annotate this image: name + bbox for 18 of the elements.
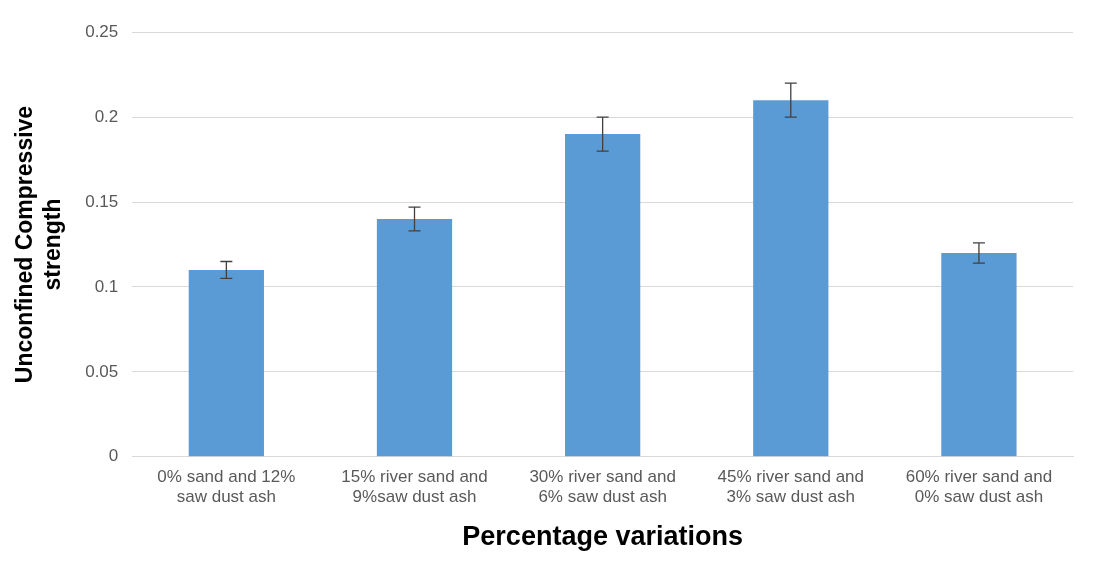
bar: [753, 100, 829, 457]
y-tick-label: 0.15: [85, 191, 119, 211]
y-tick-label: 0.25: [85, 21, 119, 41]
bar: [376, 219, 453, 457]
x-axis-title: Percentage variations: [462, 521, 743, 552]
x-tick-label: 45% river sand and 3% saw dust ash: [717, 466, 865, 507]
x-tick-label: 60% river sand and 0% saw dust ash: [905, 466, 1053, 507]
x-tick-label: 15% river sand and 9%saw dust ash: [341, 466, 488, 507]
x-tick-label: 0% sand and 12% saw dust ash: [157, 466, 296, 507]
x-tick-label: 30% river sand and 6% saw dust ash: [529, 466, 676, 507]
bar: [565, 134, 641, 457]
y-tick-label: 0.2: [94, 106, 119, 126]
y-tick-label: 0.05: [85, 361, 119, 381]
y-axis-title: Unconfined Compressive strength: [11, 105, 65, 384]
y-tick-label: 0: [108, 446, 119, 466]
y-tick-label: 0.1: [94, 276, 119, 296]
bar: [188, 269, 264, 457]
bar: [941, 252, 1017, 457]
